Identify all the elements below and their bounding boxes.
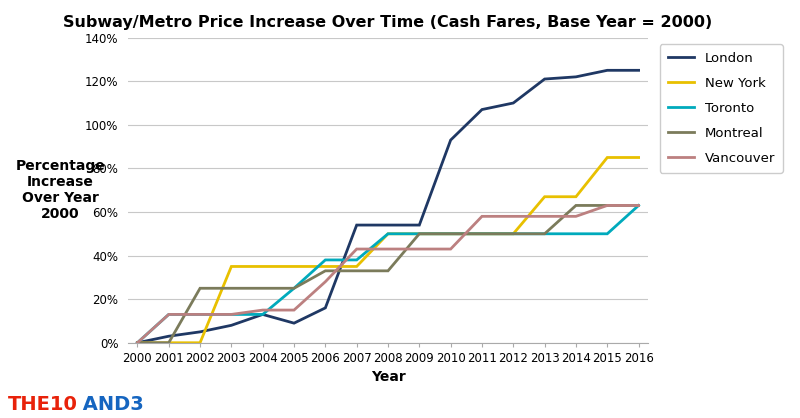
Line: New York: New York [138,158,638,343]
London [414,222,424,227]
Toronto [195,312,205,317]
Montreal [226,286,236,291]
New York [383,231,393,236]
London [195,329,205,334]
Montreal [321,268,330,273]
Toronto [540,231,550,236]
New York [321,264,330,269]
Montreal [352,268,362,273]
Toronto [321,257,330,263]
Vancouver [258,308,267,313]
Vancouver [321,279,330,284]
Legend: London, New York, Toronto, Montreal, Vancouver: London, New York, Toronto, Montreal, Van… [660,44,783,173]
New York [290,264,299,269]
London [321,306,330,311]
Line: Montreal: Montreal [138,206,638,343]
Montreal [290,286,299,291]
New York [258,264,267,269]
Text: AND3: AND3 [76,395,144,414]
Toronto [509,231,518,236]
New York [164,340,174,345]
Y-axis label: Percentage
Increase
Over Year
2000: Percentage Increase Over Year 2000 [15,159,106,222]
Vancouver [477,214,486,219]
Toronto [290,286,299,291]
Montreal [258,286,267,291]
London [258,312,267,317]
London [290,321,299,326]
New York [226,264,236,269]
London [133,340,142,345]
Vancouver [571,214,581,219]
Toronto [383,231,393,236]
Montreal [571,203,581,208]
Montreal [195,286,205,291]
Vancouver [133,340,142,345]
Vancouver [290,308,299,313]
New York [133,340,142,345]
Vancouver [414,247,424,252]
Toronto [133,340,142,345]
Toronto [571,231,581,236]
London [164,334,174,339]
Montreal [509,231,518,236]
Vancouver [634,203,643,208]
New York [571,194,581,199]
Montreal [477,231,486,236]
London [446,138,455,143]
New York [414,231,424,236]
London [602,68,612,73]
London [383,222,393,227]
Vancouver [226,312,236,317]
Title: Subway/Metro Price Increase Over Time (Cash Fares, Base Year = 2000): Subway/Metro Price Increase Over Time (C… [63,15,713,30]
Vancouver [383,247,393,252]
Vancouver [540,214,550,219]
New York [477,231,486,236]
Montreal [634,203,643,208]
Montreal [446,231,455,236]
Toronto [446,231,455,236]
Line: Vancouver: Vancouver [138,206,638,343]
Vancouver [446,247,455,252]
Vancouver [195,312,205,317]
Line: London: London [138,70,638,343]
New York [446,231,455,236]
Toronto [634,203,643,208]
Toronto [258,312,267,317]
London [571,74,581,79]
Montreal [602,203,612,208]
Text: THE10: THE10 [8,395,78,414]
Toronto [477,231,486,236]
Vancouver [352,247,362,252]
Montreal [540,231,550,236]
Toronto [226,312,236,317]
London [352,222,362,227]
London [634,68,643,73]
Toronto [414,231,424,236]
Toronto [164,312,174,317]
Toronto [352,257,362,263]
New York [352,264,362,269]
Vancouver [602,203,612,208]
Line: Toronto: Toronto [138,206,638,343]
Montreal [164,340,174,345]
London [540,76,550,82]
New York [634,155,643,160]
New York [509,231,518,236]
New York [540,194,550,199]
Toronto [602,231,612,236]
Vancouver [509,214,518,219]
X-axis label: Year: Year [370,370,406,384]
Montreal [383,268,393,273]
London [477,107,486,112]
London [509,100,518,105]
New York [195,340,205,345]
London [226,323,236,328]
New York [602,155,612,160]
Vancouver [164,312,174,317]
Montreal [133,340,142,345]
Montreal [414,231,424,236]
